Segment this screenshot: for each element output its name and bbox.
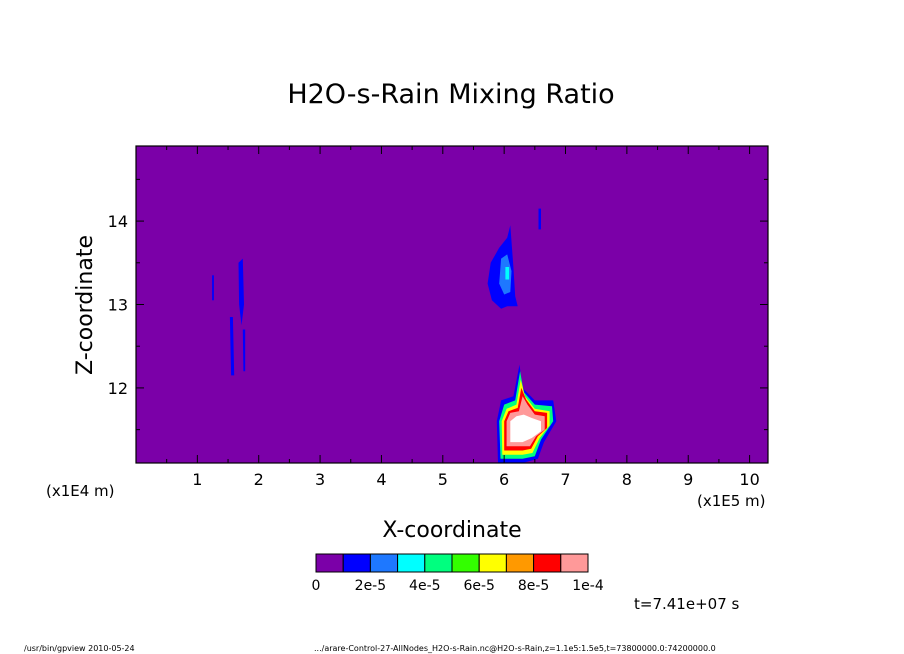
rain-streak	[238, 258, 244, 326]
colorbar-swatch	[478, 553, 507, 573]
colorbar-label: 0	[312, 578, 321, 594]
rain-blob-core	[505, 267, 510, 280]
colorbar-swatch	[505, 553, 535, 573]
y-tick-label: 14	[108, 212, 128, 231]
rain-streak	[538, 208, 541, 230]
chart-title: H2O-s-Rain Mixing Ratio	[287, 79, 614, 110]
rain-blob-core	[499, 254, 512, 295]
y-tick-label: 13	[108, 296, 128, 315]
x-tick-label: 3	[315, 470, 325, 489]
x-tick-label: 2	[254, 470, 264, 489]
colorbar-swatch	[533, 553, 562, 573]
colorbar-label: 8e-5	[518, 578, 549, 594]
rain-streak	[242, 329, 246, 372]
rain-streak	[212, 275, 214, 301]
footer-left: /usr/bin/gpview 2010-05-24	[24, 644, 135, 653]
colorbar-swatch	[315, 553, 344, 573]
colorbar-label: 6e-5	[463, 578, 494, 594]
x-tick-label: 8	[622, 470, 632, 489]
colorbar-label: 1e-4	[572, 578, 604, 594]
y-axis-label: Z-coordinate	[73, 235, 98, 375]
colorbar-swatch	[560, 553, 589, 573]
colorbar-label: 4e-5	[409, 578, 440, 594]
colorbar-swatch	[369, 553, 399, 573]
y-axis: 12 13 14	[108, 178, 768, 431]
x-tick-label: 5	[438, 470, 448, 489]
x-tick-label: 6	[499, 470, 509, 489]
y-tick-label: 12	[108, 379, 128, 398]
rain-features	[212, 208, 557, 463]
colorbar-label: 2e-5	[355, 578, 386, 594]
colorbar-swatch	[342, 553, 371, 573]
colorbar: 0 2e-5 4e-5 6e-5 8e-5 1e-4	[312, 553, 604, 594]
colorbar-swatch	[424, 553, 453, 573]
x-axis-scale-label: (x1E5 m)	[697, 492, 766, 510]
rain-streak	[229, 317, 235, 376]
x-tick-label: 9	[683, 470, 693, 489]
time-label: t=7.41e+07 s	[634, 595, 740, 613]
x-tick-label: 10	[739, 470, 759, 489]
footer-right: .../arare-Control-27-AllNodes_H2O-s-Rain…	[314, 644, 716, 653]
x-axis-label: X-coordinate	[382, 518, 521, 543]
colorbar-swatch	[397, 553, 426, 573]
x-tick-label: 4	[376, 470, 386, 489]
plot-area	[136, 146, 768, 463]
rain-cell-max	[510, 414, 541, 443]
x-axis: 1 2 3 4 5 6 7 8 9 10	[166, 146, 760, 489]
x-tick-label: 1	[192, 470, 202, 489]
y-axis-scale-label: (x1E4 m)	[46, 482, 115, 500]
colorbar-swatch	[451, 553, 480, 573]
x-tick-label: 7	[560, 470, 570, 489]
